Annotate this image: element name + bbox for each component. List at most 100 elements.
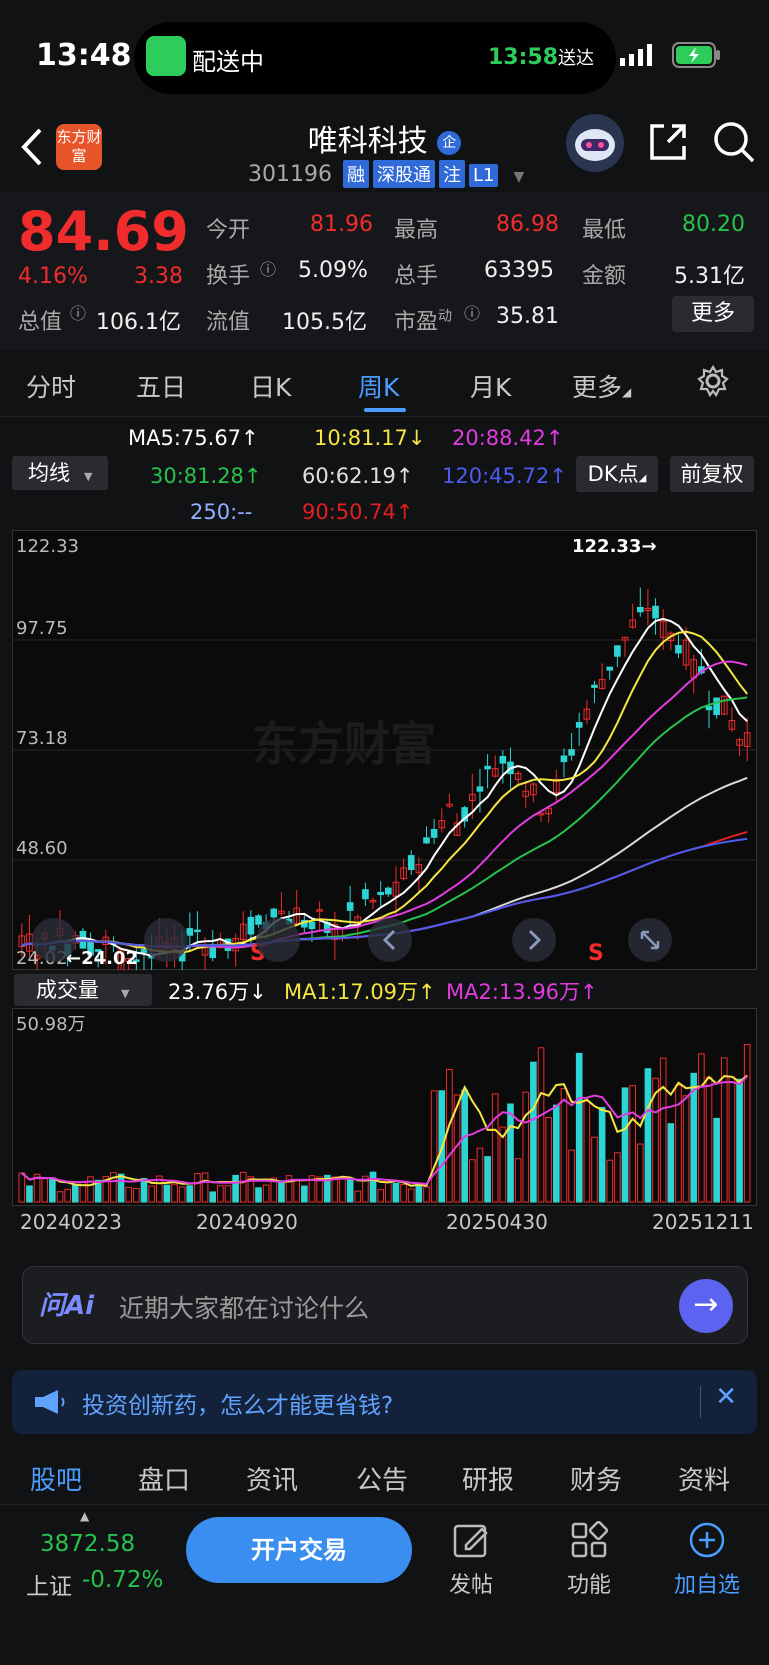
- candle: [415, 864, 423, 873]
- volume-indicator-selector[interactable]: 成交量 ▼: [14, 974, 152, 1006]
- promo-banner[interactable]: 投资创新药，怎么才能更省钱? ✕: [12, 1370, 757, 1434]
- more-quote-button[interactable]: 更多: [672, 296, 754, 332]
- expand-up-icon[interactable]: ▲: [80, 1509, 90, 1523]
- tab-announcements[interactable]: 公告: [356, 1466, 409, 1496]
- volume-bar: [209, 1191, 217, 1203]
- change-percent: 4.16%: [18, 264, 88, 289]
- zoom-out-icon[interactable]: [144, 918, 188, 962]
- ma10-value: 10:81.17↓: [314, 426, 426, 450]
- forward-adjust-button[interactable]: 前复权: [670, 456, 754, 492]
- add-watchlist-button[interactable]: 加自选: [662, 1521, 752, 1599]
- weekly-kline-chart[interactable]: 东方财富 122.33 97.75 73.18 48.60 24.02 122.…: [12, 530, 757, 981]
- candle: [667, 632, 675, 642]
- candle: [743, 732, 751, 747]
- index-value[interactable]: 3872.58: [40, 1531, 136, 1557]
- tab-profile[interactable]: 资料: [678, 1466, 731, 1496]
- tab-weekly-k[interactable]: 周K: [358, 373, 400, 402]
- tab-research[interactable]: 研报: [462, 1466, 515, 1496]
- tab-daily-k[interactable]: 日K: [250, 373, 292, 402]
- ma-line: [21, 617, 748, 957]
- candle: [247, 916, 255, 935]
- share-icon[interactable]: [646, 120, 690, 168]
- candle: [537, 812, 545, 816]
- send-arrow-icon[interactable]: →: [679, 1279, 733, 1333]
- open-value: 81.96: [310, 212, 373, 237]
- functions-button[interactable]: 功能: [544, 1520, 634, 1599]
- ma20-value: 20:88.42↑: [452, 426, 564, 450]
- volume-bar: [698, 1053, 705, 1203]
- indicator-selector[interactable]: 均线 ▼: [12, 456, 108, 490]
- volume-chart[interactable]: 50.98万: [12, 1008, 757, 1206]
- candle: [400, 867, 407, 879]
- volume-bar: [583, 1100, 591, 1203]
- info-icon[interactable]: ⓘ: [70, 304, 87, 323]
- candle: [18, 935, 26, 948]
- ai-logo: 问Ai: [39, 1291, 95, 1321]
- volume-bar: [614, 1152, 621, 1203]
- candle: [239, 923, 247, 941]
- volume-bar: [461, 1089, 468, 1203]
- back-icon[interactable]: [16, 124, 46, 174]
- candle: [407, 855, 415, 871]
- candle: [682, 639, 690, 666]
- ai-input-placeholder[interactable]: 近期大家都在讨论什么: [119, 1294, 370, 1323]
- volume-bar: [41, 1178, 49, 1203]
- close-icon[interactable]: ✕: [715, 1382, 737, 1412]
- volume-bar: [636, 1143, 644, 1203]
- volume-bar: [705, 1076, 713, 1203]
- edit-icon: [426, 1521, 516, 1567]
- min-price-marker: ←24.02: [66, 948, 138, 969]
- scroll-right-icon[interactable]: [512, 918, 556, 962]
- volume-bar: [94, 1179, 102, 1203]
- volume-bar: [49, 1177, 56, 1203]
- tab-monthly-k[interactable]: 月K: [470, 373, 512, 402]
- candle: [583, 708, 591, 720]
- volume-bar: [339, 1177, 346, 1203]
- y-label-2: 97.75: [16, 618, 68, 639]
- candle: [125, 958, 133, 963]
- index-change[interactable]: -0.72%: [82, 1567, 164, 1593]
- candle: [140, 949, 148, 953]
- index-name[interactable]: 上证: [26, 1574, 72, 1600]
- volume-bar: [301, 1185, 308, 1203]
- tab-news[interactable]: 资讯: [246, 1466, 299, 1496]
- robot-assistant-avatar[interactable]: [566, 114, 624, 172]
- stock-code-row[interactable]: 301196 融深股通注 L1 ▼: [248, 160, 525, 188]
- volume-bar: [255, 1187, 262, 1203]
- dk-point-button[interactable]: DK点◢: [576, 456, 658, 492]
- ai-ask-box[interactable]: 问Ai 近期大家都在讨论什么 →: [22, 1266, 748, 1344]
- volume-bar: [407, 1188, 415, 1203]
- post-button[interactable]: 发帖: [426, 1521, 516, 1599]
- tab-forum[interactable]: 股吧: [30, 1466, 83, 1496]
- candle: [369, 899, 377, 903]
- turnover-label: 换手: [206, 264, 251, 289]
- volume-bar: [400, 1183, 407, 1203]
- dynamic-island-delivery[interactable]: 配送中 13:58送达: [134, 22, 616, 94]
- open-account-trade-button[interactable]: 开户交易: [186, 1517, 412, 1583]
- candle: [255, 915, 262, 925]
- scroll-left-icon[interactable]: [368, 918, 412, 962]
- tab-order-book[interactable]: 盘口: [138, 1466, 191, 1496]
- scroll-start-icon[interactable]: [32, 918, 76, 962]
- volume-bar: [278, 1180, 285, 1203]
- tab-more[interactable]: 更多◢: [572, 373, 632, 402]
- search-icon[interactable]: [712, 120, 756, 168]
- promo-text[interactable]: 投资创新药，怎么才能更省钱?: [82, 1393, 394, 1419]
- info-icon[interactable]: ⓘ: [260, 260, 277, 279]
- volume-bar: [514, 1158, 522, 1203]
- candle: [270, 908, 278, 918]
- candle: [346, 902, 354, 911]
- ma120-value: 120:45.72↑: [442, 464, 567, 488]
- volume-bar: [545, 1117, 552, 1203]
- volume-bar: [476, 1147, 484, 1203]
- zoom-in-icon[interactable]: [256, 918, 300, 962]
- settings-gear-icon[interactable]: [696, 364, 730, 402]
- low-label: 最低: [582, 218, 627, 243]
- market-cap-label: 总值: [18, 310, 63, 335]
- tab-five-day[interactable]: 五日: [136, 373, 187, 402]
- info-icon[interactable]: ⓘ: [464, 304, 481, 323]
- volume-bar: [102, 1176, 110, 1203]
- candle: [362, 889, 369, 900]
- tab-financials[interactable]: 财务: [570, 1466, 623, 1496]
- tab-intraday[interactable]: 分时: [26, 373, 77, 402]
